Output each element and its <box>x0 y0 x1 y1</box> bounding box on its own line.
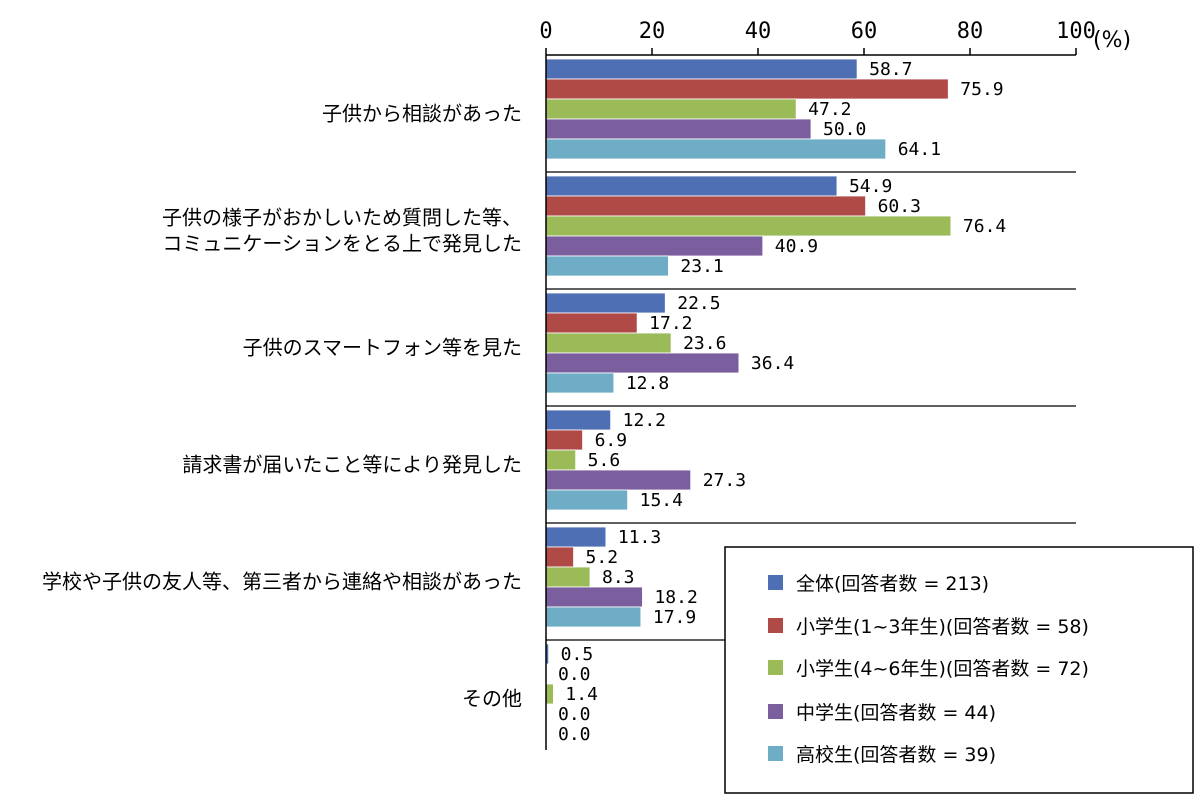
legend-swatch <box>768 660 783 675</box>
legend-swatch <box>768 618 783 633</box>
bar <box>545 409 612 431</box>
value-label: 8.3 <box>602 567 635 588</box>
legend-swatch <box>768 575 783 590</box>
value-label: 64.1 <box>898 139 941 160</box>
value-label: 5.6 <box>588 450 621 471</box>
bar <box>545 98 797 120</box>
value-label: 23.6 <box>683 333 726 354</box>
legend-label: 小学生(4~6年生)(回答者数 = 72) <box>796 658 1089 680</box>
legend-label: 全体(回答者数 = 213) <box>796 573 989 595</box>
value-label: 0.0 <box>558 664 591 685</box>
value-label: 0.0 <box>558 724 591 745</box>
bar <box>545 566 591 588</box>
value-label: 12.2 <box>623 410 666 431</box>
value-label: 17.9 <box>653 607 696 628</box>
legend-label: 小学生(1~3年生)(回答者数 = 58) <box>796 616 1089 638</box>
tick-label: 40 <box>745 19 772 44</box>
value-label: 75.9 <box>960 79 1003 100</box>
bar <box>545 352 740 374</box>
legend-box <box>724 546 1194 794</box>
bar <box>545 526 607 548</box>
tick-label: 60 <box>851 19 878 44</box>
tick-label: 100 <box>1056 19 1096 44</box>
value-label: 0.0 <box>558 704 591 725</box>
bar <box>545 175 838 197</box>
category-label: 子供の様子がおかしいため質問した等、 <box>162 206 522 230</box>
legend-label: 中学生(回答者数 = 44) <box>796 702 996 724</box>
value-label: 22.5 <box>677 293 720 314</box>
x-axis-ticks: 0 20 40 60 80 100 <box>539 19 1096 55</box>
value-label: 76.4 <box>963 216 1006 237</box>
bar <box>545 58 858 80</box>
category-label: 子供から相談があった <box>322 102 522 126</box>
value-label: 60.3 <box>878 196 921 217</box>
bar <box>545 138 887 160</box>
bar <box>545 606 642 628</box>
bar <box>545 586 643 608</box>
category-label: 請求書が届いたこと等により発見した <box>182 453 522 477</box>
value-label: 47.2 <box>808 99 851 120</box>
bar <box>545 235 764 257</box>
category-label: 学校や子供の友人等、第三者から連絡や相談があった <box>42 570 522 594</box>
value-label: 5.2 <box>586 547 619 568</box>
tick-label: 20 <box>639 19 666 44</box>
legend: 全体(回答者数 = 213) 小学生(1~3年生)(回答者数 = 58) 小学生(4… <box>724 546 1194 794</box>
bar <box>545 215 952 237</box>
value-label: 27.3 <box>703 470 746 491</box>
tick-label: 0 <box>539 19 552 44</box>
tick-label: 80 <box>957 19 984 44</box>
bar <box>545 489 629 511</box>
value-label: 17.2 <box>649 313 692 334</box>
value-label: 40.9 <box>775 236 818 257</box>
value-label: 15.4 <box>640 490 683 511</box>
bar <box>545 312 638 334</box>
category-labels: 子供から相談があった子供の様子がおかしいため質問した等、コミュニケーションをとる… <box>42 102 522 711</box>
bar <box>545 332 672 354</box>
value-label: 12.8 <box>626 373 669 394</box>
value-label: 58.7 <box>869 59 912 80</box>
bar <box>545 292 666 314</box>
bar <box>545 255 669 277</box>
value-label: 18.2 <box>654 587 697 608</box>
bar <box>545 429 583 451</box>
bar <box>545 683 554 705</box>
value-label: 50.0 <box>823 119 866 140</box>
value-label: 36.4 <box>751 353 794 374</box>
value-label: 0.5 <box>561 644 594 665</box>
value-label: 54.9 <box>849 176 892 197</box>
category-label: その他 <box>462 687 522 711</box>
bar <box>545 546 574 568</box>
legend-label: 高校生(回答者数 = 39) <box>796 744 996 766</box>
category-label: 子供のスマートフォン等を見た <box>243 336 522 360</box>
value-labels: 58.7 75.9 47.250.0 64.1 54.960.3 76.4 40.9 23.1… <box>558 59 1006 745</box>
bar <box>545 118 812 140</box>
bar <box>545 78 949 100</box>
bar <box>545 469 692 491</box>
bar <box>545 449 577 471</box>
value-label: 1.4 <box>565 684 598 705</box>
bar <box>545 195 866 217</box>
value-label: 23.1 <box>680 256 723 277</box>
legend-swatch <box>768 704 783 719</box>
value-label: 11.3 <box>618 527 661 548</box>
category-label: コミュニケーションをとる上で発見した <box>162 232 522 256</box>
unit-label: (%) <box>1093 28 1131 53</box>
value-label: 6.9 <box>595 430 628 451</box>
legend-swatch <box>768 746 783 761</box>
bar <box>545 372 615 394</box>
